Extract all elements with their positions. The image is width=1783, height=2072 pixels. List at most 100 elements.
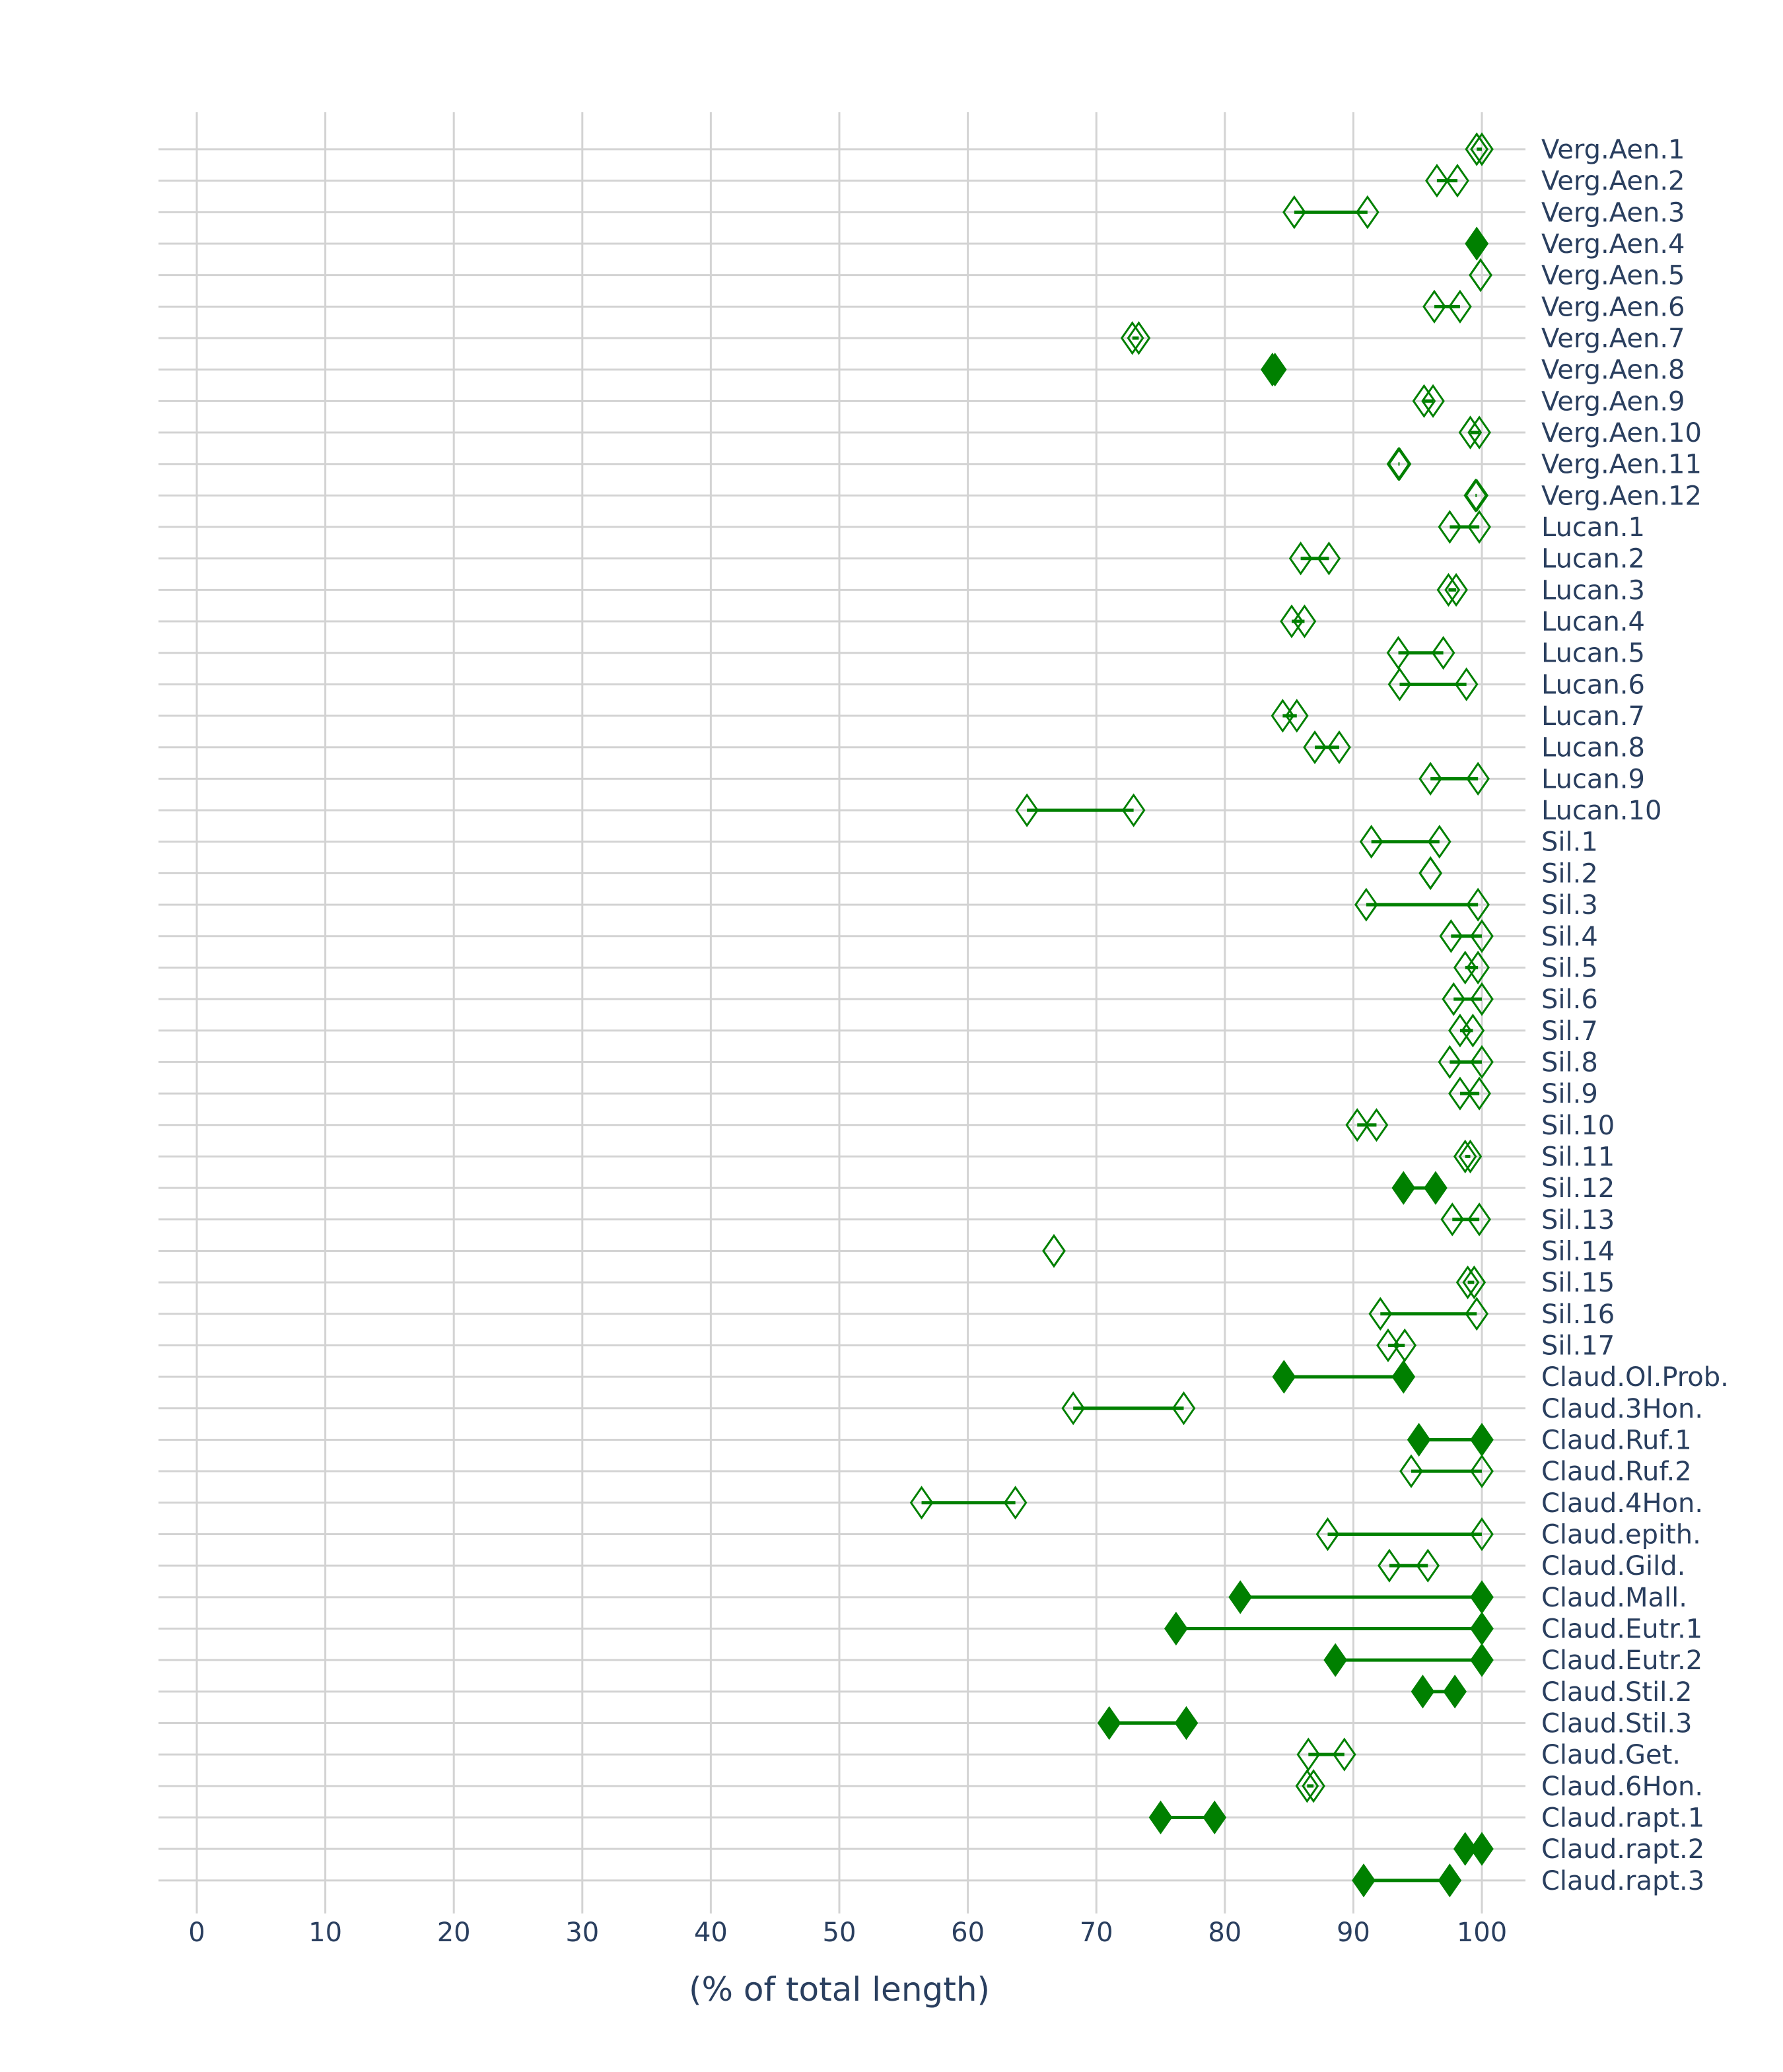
end-marker xyxy=(1427,825,1451,859)
end-marker xyxy=(1454,667,1479,702)
start-marker xyxy=(1438,510,1462,544)
row-label: Verg.Aen.7 xyxy=(1541,324,1685,354)
x-tick-label: 0 xyxy=(188,1917,205,1948)
end-marker xyxy=(1042,1233,1066,1268)
x-tick-label: 30 xyxy=(565,1917,599,1948)
row-label: Verg.Aen.11 xyxy=(1541,450,1702,480)
row-label: Claud.Stil.3 xyxy=(1541,1709,1692,1739)
row-label: Sil.10 xyxy=(1541,1111,1615,1141)
start-marker xyxy=(1448,1076,1472,1111)
start-marker xyxy=(1303,730,1327,765)
row-label: Verg.Aen.8 xyxy=(1541,355,1685,386)
start-marker xyxy=(1463,478,1488,512)
row-label: Sil.16 xyxy=(1541,1299,1615,1330)
row-label: Claud.Eutr.2 xyxy=(1541,1645,1702,1676)
end-marker xyxy=(1431,636,1455,670)
start-marker xyxy=(909,1486,934,1520)
end-marker xyxy=(1467,510,1491,544)
end-marker xyxy=(1470,1611,1494,1646)
row-label: Claud.rapt.1 xyxy=(1541,1803,1704,1834)
row-label: Claud.Ol.Prob. xyxy=(1541,1362,1729,1393)
start-marker xyxy=(1359,825,1383,859)
row-label: Claud.Mall. xyxy=(1541,1583,1687,1613)
grid xyxy=(158,112,1525,1914)
end-marker xyxy=(1448,289,1472,324)
start-marker xyxy=(1148,1800,1173,1835)
x-axis-ticks: 0 10 20 30 40 50 60 70 80 90 100 xyxy=(188,1917,1507,1948)
end-marker xyxy=(1467,1202,1491,1237)
row-label: Lucan.8 xyxy=(1541,733,1645,763)
end-marker xyxy=(1364,1108,1389,1142)
end-marker xyxy=(1461,1014,1485,1048)
end-marker xyxy=(1470,1045,1494,1080)
end-marker xyxy=(1438,1863,1462,1898)
x-tick-label: 50 xyxy=(823,1917,857,1948)
row-label: Sil.5 xyxy=(1541,953,1598,983)
row-label: Sil.4 xyxy=(1541,922,1598,952)
start-marker xyxy=(1411,1675,1435,1709)
row-label: Sil.3 xyxy=(1541,890,1598,920)
x-tick-label: 20 xyxy=(437,1917,471,1948)
end-marker xyxy=(1424,1171,1448,1205)
row-labels: Verg.Aen.1Verg.Aen.2Verg.Aen.3Verg.Aen.4… xyxy=(1541,135,1729,1896)
end-marker xyxy=(1467,1076,1491,1111)
end-marker xyxy=(1462,1265,1486,1299)
start-marker xyxy=(1440,1202,1465,1237)
start-marker xyxy=(1412,384,1436,418)
start-marker xyxy=(1386,636,1411,670)
end-marker xyxy=(1317,541,1341,576)
end-marker xyxy=(1458,1139,1483,1174)
end-marker xyxy=(1469,258,1492,293)
start-marker xyxy=(1458,415,1483,450)
end-marker xyxy=(1465,226,1489,261)
row-label: Sil.2 xyxy=(1541,858,1598,889)
end-marker xyxy=(1466,950,1490,985)
row-label: Verg.Aen.10 xyxy=(1541,418,1702,448)
start-marker xyxy=(1061,1391,1085,1426)
row-label: Claud.Ruf.1 xyxy=(1541,1425,1692,1455)
row-label: Verg.Aen.1 xyxy=(1541,135,1685,165)
start-marker xyxy=(1455,1265,1480,1299)
row-label: Sil.7 xyxy=(1541,1016,1598,1047)
row-label: Claud.Ruf.2 xyxy=(1541,1457,1692,1487)
start-marker xyxy=(1228,1580,1252,1614)
end-marker xyxy=(1470,1832,1494,1866)
start-marker xyxy=(1425,164,1449,198)
row-label: Lucan.7 xyxy=(1541,701,1645,732)
start-marker xyxy=(1387,667,1412,702)
row-label: Sil.1 xyxy=(1541,827,1598,858)
end-marker xyxy=(1444,572,1468,607)
end-marker xyxy=(1443,1675,1467,1709)
start-marker xyxy=(1288,541,1313,576)
end-marker xyxy=(1393,1328,1417,1363)
start-marker xyxy=(1097,1706,1121,1741)
row-label: Lucan.1 xyxy=(1541,512,1645,543)
end-marker xyxy=(1470,1422,1494,1457)
start-marker xyxy=(1282,195,1306,229)
end-marker xyxy=(1467,415,1491,450)
row-label: Sil.9 xyxy=(1541,1079,1598,1109)
x-axis-title: (% of total length) xyxy=(689,1970,990,2009)
start-marker xyxy=(1280,604,1304,639)
marks xyxy=(909,132,1494,1898)
row-label: Verg.Aen.5 xyxy=(1541,261,1685,291)
end-marker xyxy=(1418,856,1442,891)
start-marker xyxy=(1422,289,1446,324)
end-marker xyxy=(1466,761,1490,796)
row-label: Claud.epith. xyxy=(1541,1519,1701,1550)
end-marker xyxy=(1003,1486,1028,1520)
x-tick-label: 60 xyxy=(951,1917,985,1948)
row-label: Claud.Get. xyxy=(1541,1740,1681,1770)
start-marker xyxy=(1295,1769,1319,1803)
end-marker xyxy=(1355,195,1380,229)
end-marker xyxy=(1263,353,1287,387)
end-marker xyxy=(1421,384,1445,418)
start-marker xyxy=(1352,1863,1376,1898)
start-marker xyxy=(1436,572,1461,607)
start-marker xyxy=(1164,1611,1188,1646)
row-label: Verg.Aen.2 xyxy=(1541,166,1685,197)
start-marker xyxy=(1354,887,1378,922)
row-label: Claud.Gild. xyxy=(1541,1551,1685,1581)
row-label: Claud.4Hon. xyxy=(1541,1488,1703,1519)
end-marker xyxy=(1332,1737,1356,1772)
